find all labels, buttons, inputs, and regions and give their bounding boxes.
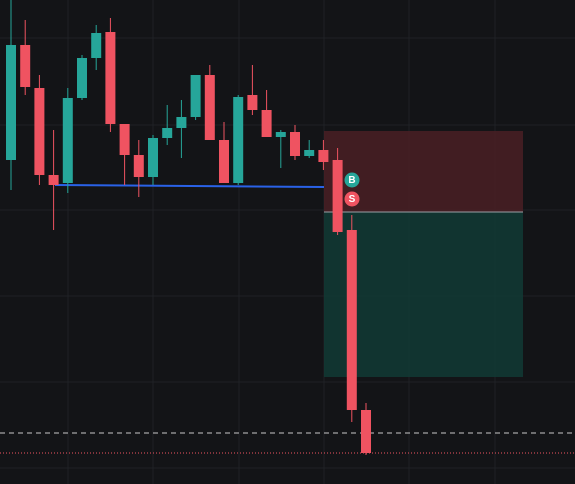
candle-body <box>219 140 229 183</box>
candle-body <box>77 58 87 98</box>
trade-marker <box>344 191 360 207</box>
candle-body <box>346 230 357 410</box>
candle-body <box>332 160 343 232</box>
candle-body <box>48 175 59 185</box>
candle-body <box>304 150 315 156</box>
candle-body <box>318 150 329 162</box>
candle-body <box>105 32 116 124</box>
candle-body <box>361 410 371 453</box>
candles <box>6 0 371 455</box>
candle-body <box>6 45 16 160</box>
trade-marker-label: B <box>348 175 355 186</box>
candle-body <box>190 75 201 117</box>
candle-body <box>290 132 300 156</box>
candle-body <box>233 97 244 183</box>
trend-line <box>54 184 325 188</box>
candle-body <box>261 110 272 137</box>
candle-body <box>162 128 173 138</box>
trade-marker-label: S <box>349 194 356 205</box>
candle-body <box>20 45 31 87</box>
candle-body <box>34 88 45 175</box>
candle-body <box>119 124 130 155</box>
candle-body <box>62 98 73 183</box>
candle-body <box>247 95 258 110</box>
candle-body <box>133 155 144 177</box>
candle-body <box>91 33 102 58</box>
target-zone <box>324 212 523 377</box>
candle-body <box>204 75 215 140</box>
candle-body <box>176 117 187 128</box>
candle-body <box>148 138 158 177</box>
trade-marker <box>344 172 360 188</box>
candle-body <box>275 132 286 137</box>
